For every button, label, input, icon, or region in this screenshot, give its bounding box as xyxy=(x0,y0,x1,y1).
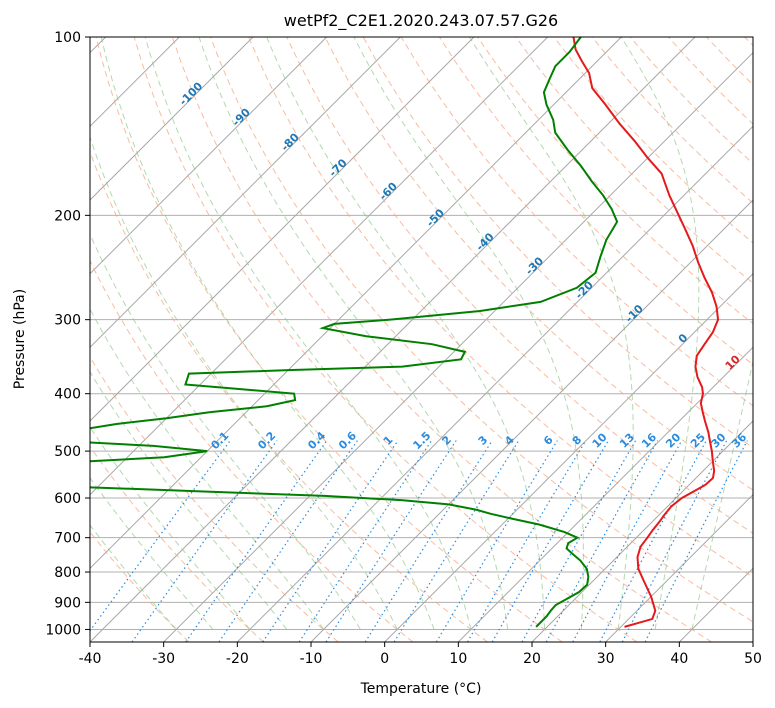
x-tick-label: -10 xyxy=(300,651,323,667)
dry-adiabat-line xyxy=(95,37,563,642)
moist-adiabat-line xyxy=(691,358,753,630)
x-axis-label: Temperature (°C) xyxy=(360,681,482,697)
isotherm-line xyxy=(90,37,254,201)
x-tick-label: -30 xyxy=(152,651,175,667)
mixing-ratio-line xyxy=(466,440,587,642)
y-tick-label: 1000 xyxy=(45,622,81,638)
mixing-ratio-line xyxy=(393,440,520,642)
y-axis: 100 200 300 400 500 600 700 800 900 1000 xyxy=(45,30,90,638)
mixing-ratio-line xyxy=(185,440,328,642)
dry-adiabat-line xyxy=(133,37,638,642)
isotherm-line xyxy=(90,37,328,275)
moist-adiabat-line xyxy=(620,37,700,630)
moist-adiabat-line xyxy=(90,233,361,630)
y-axis-label: Pressure (hPa) xyxy=(12,289,28,389)
isotherm-line xyxy=(236,125,753,642)
mixing-ratio-line xyxy=(545,440,659,642)
isotherm-line xyxy=(90,37,475,422)
dry-adiabat-line xyxy=(90,259,414,642)
isotherm-line xyxy=(605,493,753,642)
x-tick-label: 30 xyxy=(597,651,615,667)
mixing-ratio-line xyxy=(572,440,683,642)
moist-adiabat-line xyxy=(266,37,546,630)
y-tick-label: 300 xyxy=(54,313,81,329)
background-lines xyxy=(90,37,753,642)
mixing-ratio-line xyxy=(298,440,432,642)
profile-line-1 xyxy=(572,37,720,628)
moist-adiabat-line xyxy=(90,370,288,630)
moist-adiabat-line xyxy=(90,476,214,630)
x-tick-label: 10 xyxy=(449,651,467,667)
moist-adiabat-line xyxy=(100,37,435,630)
y-tick-label: 500 xyxy=(54,444,81,460)
y-tick-label: 900 xyxy=(54,595,81,611)
dry-adiabat-line xyxy=(90,445,264,642)
series-layer xyxy=(90,37,720,628)
chart-title: wetPf2_C2E1.2020.243.07.57.G26 xyxy=(284,11,558,31)
dry-adiabat-line xyxy=(210,37,753,623)
profile-line-2 xyxy=(90,37,619,628)
plot-area xyxy=(90,37,753,642)
y-tick-label: 800 xyxy=(54,565,81,581)
x-tick-label: 0 xyxy=(380,651,389,667)
isotherm-line xyxy=(90,37,622,570)
y-tick-label: 100 xyxy=(54,30,81,46)
moist-adiabat-line xyxy=(144,37,472,630)
dry-adiabat-line xyxy=(515,37,753,284)
x-tick-label: -20 xyxy=(226,651,249,667)
dry-adiabat-line xyxy=(286,37,753,534)
mixing-ratio-line xyxy=(644,440,748,642)
x-tick-label: 50 xyxy=(744,651,762,667)
isotherm-line xyxy=(163,51,753,642)
isotherm-line xyxy=(90,37,401,349)
isotherm-line xyxy=(531,420,753,642)
isotherm-line xyxy=(384,272,753,642)
dry-adiabat-line xyxy=(324,37,753,491)
x-axis: -40 -30 -20 -10 0 10 20 30 40 50 xyxy=(79,642,762,667)
moist-adiabat-line xyxy=(90,308,324,630)
moist-adiabat-line xyxy=(198,37,509,630)
x-tick-label: -40 xyxy=(79,651,102,667)
y-tick-label: 700 xyxy=(54,531,81,547)
y-tick-label: 400 xyxy=(54,387,81,403)
y-tick-label: 200 xyxy=(54,208,81,224)
mixing-ratio-line xyxy=(364,440,493,642)
plot-frame xyxy=(89,36,754,643)
x-tick-label: 20 xyxy=(523,651,541,667)
mixing-ratio-line xyxy=(435,440,558,642)
dry-adiabat-line xyxy=(171,37,712,642)
mixing-ratio-line xyxy=(621,440,728,642)
isotherm-line xyxy=(90,37,549,496)
mixing-ratio-line xyxy=(131,440,278,642)
mixing-ratio-line xyxy=(521,440,637,642)
mixing-ratio-line xyxy=(491,440,609,642)
moist-adiabat-line xyxy=(90,524,177,630)
x-tick-label: 40 xyxy=(670,651,688,667)
moist-adiabat-line xyxy=(469,37,634,630)
moist-adiabat-line xyxy=(90,426,251,630)
dry-adiabat-line xyxy=(248,37,753,578)
mixing-ratio-line xyxy=(599,440,707,642)
moist-adiabat-line xyxy=(90,135,398,630)
y-tick-label: 600 xyxy=(54,491,81,507)
isotherm-line xyxy=(457,346,753,642)
